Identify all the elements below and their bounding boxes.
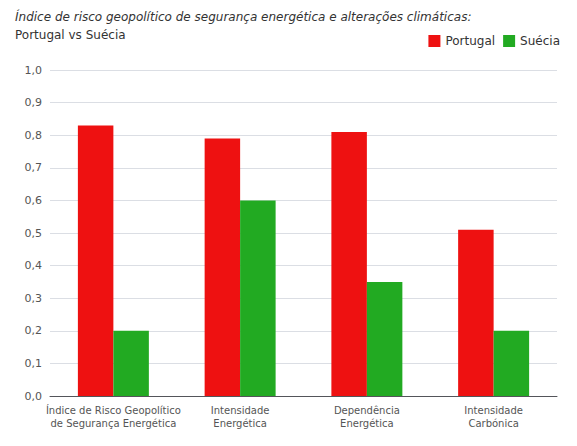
svg-text:0,5: 0,5 xyxy=(25,227,43,240)
svg-text:de Segurança Energética: de Segurança Energética xyxy=(50,418,176,429)
svg-text:0,2: 0,2 xyxy=(25,324,43,337)
svg-text:Carbónica: Carbónica xyxy=(468,418,518,429)
svg-text:0,4: 0,4 xyxy=(25,259,43,272)
svg-text:0,7: 0,7 xyxy=(25,161,43,174)
svg-text:Dependência: Dependência xyxy=(334,405,400,416)
svg-text:Índice de risco geopolítico de: Índice de risco geopolítico de segurança… xyxy=(15,9,471,24)
svg-text:Portugal vs Suécia: Portugal vs Suécia xyxy=(15,28,126,42)
svg-text:1,0: 1,0 xyxy=(25,64,43,77)
svg-text:Intensidade: Intensidade xyxy=(464,405,523,416)
svg-text:0,8: 0,8 xyxy=(25,129,43,142)
svg-text:Suécia: Suécia xyxy=(520,34,560,48)
svg-text:0,3: 0,3 xyxy=(25,292,43,305)
svg-text:Energética: Energética xyxy=(340,418,394,429)
svg-text:Energética: Energética xyxy=(213,418,267,429)
svg-text:Portugal: Portugal xyxy=(445,34,495,48)
svg-text:0,9: 0,9 xyxy=(25,96,43,109)
svg-text:Intensidade: Intensidade xyxy=(211,405,270,416)
svg-text:0,1: 0,1 xyxy=(25,357,43,370)
svg-text:0,6: 0,6 xyxy=(25,194,43,207)
svg-text:0,0: 0,0 xyxy=(25,390,43,403)
svg-text:Índice de Risco Geopolítico: Índice de Risco Geopolítico xyxy=(46,404,181,416)
